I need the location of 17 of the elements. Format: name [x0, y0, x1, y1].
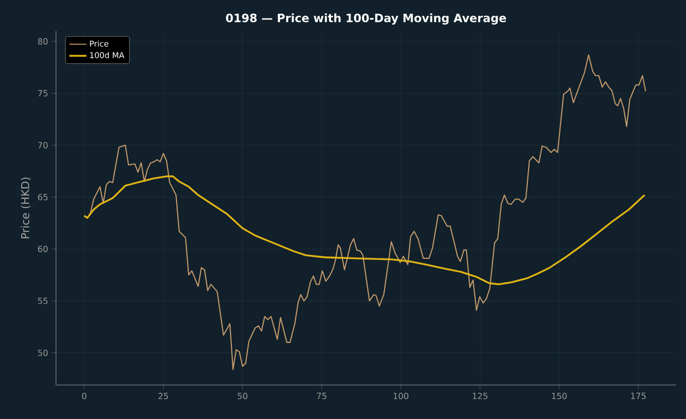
chart-title: 0198 — Price with 100-Day Moving Average — [226, 13, 506, 25]
x-tick-label: 100 — [394, 392, 408, 400]
x-tick-label: 25 — [158, 392, 168, 400]
y-tick-label: 55 — [38, 298, 48, 304]
x-tick-label: 150 — [552, 392, 567, 400]
x-tick-label: 175 — [631, 392, 646, 400]
x-tick-label: 50 — [238, 392, 248, 400]
y-tick-label: 75 — [38, 90, 48, 96]
y-tick-label: 50 — [38, 350, 48, 356]
y-tick-label: 70 — [38, 142, 48, 148]
y-axis-title: Price (HKD) — [20, 178, 31, 238]
y-tick-label: 80 — [38, 38, 48, 45]
x-tick-label: 75 — [316, 392, 326, 400]
x-tick-label: 0 — [82, 392, 86, 400]
x-tick-label: 125 — [472, 392, 488, 400]
y-tick-label: 65 — [38, 194, 48, 200]
y-tick-label: 60 — [38, 246, 48, 252]
